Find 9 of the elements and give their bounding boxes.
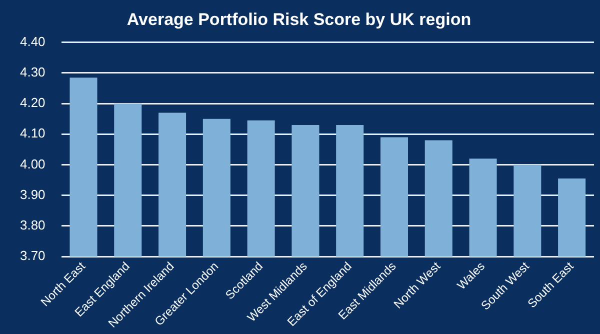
- y-tick-label: 4.30: [20, 64, 46, 80]
- chart-title: Average Portfolio Risk Score by UK region: [126, 10, 472, 29]
- y-tick-label: 3.80: [20, 217, 46, 232]
- y-tick-label: 4.00: [20, 156, 46, 172]
- y-tick-label: 4.10: [20, 126, 46, 141]
- y-tick-label: 3.90: [20, 186, 46, 202]
- y-tick-label: 4.20: [20, 95, 46, 110]
- y-tick-label: 4.40: [20, 34, 46, 49]
- y-tick-label: 3.70: [20, 248, 46, 264]
